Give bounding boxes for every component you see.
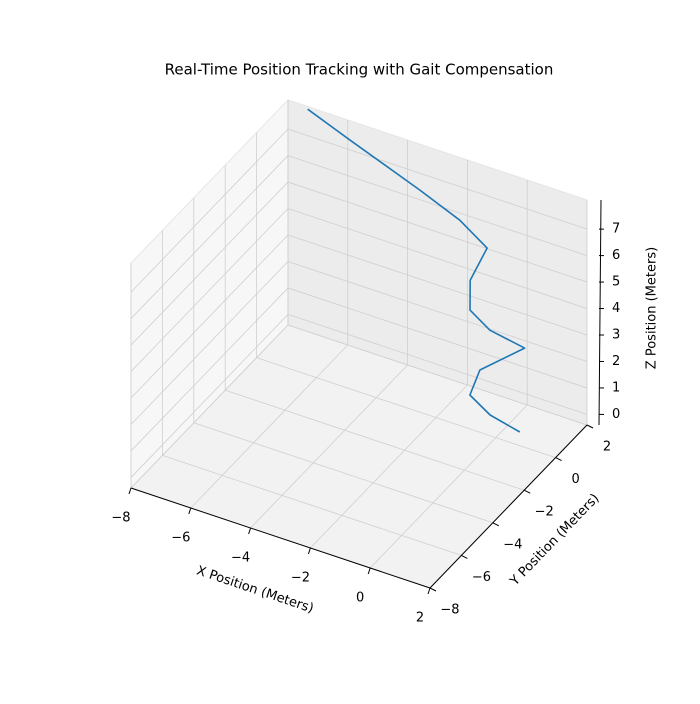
tick-mark bbox=[555, 457, 562, 462]
z-tick-label: 0 bbox=[612, 407, 620, 422]
grid-line bbox=[287, 261, 588, 362]
trajectory-line bbox=[307, 108, 526, 433]
z-tick-label: 5 bbox=[612, 275, 620, 290]
grid-line bbox=[130, 234, 289, 399]
tick-mark bbox=[128, 487, 132, 495]
tick-mark bbox=[586, 424, 594, 429]
grid-line bbox=[130, 155, 289, 319]
grid-line bbox=[256, 357, 556, 458]
z-axis-label: Z Position (Meters) bbox=[645, 247, 660, 369]
grid-line bbox=[310, 384, 468, 549]
grid-line bbox=[287, 314, 588, 415]
tick-mark bbox=[307, 547, 311, 555]
tick-mark bbox=[427, 587, 431, 595]
grid-line bbox=[130, 314, 289, 478]
grid-line bbox=[250, 364, 408, 529]
grid-line bbox=[287, 234, 588, 336]
tick-mark bbox=[429, 587, 437, 592]
y-tick-label: 2 bbox=[603, 440, 611, 455]
tick-mark bbox=[461, 554, 468, 559]
y-tick-label: −4 bbox=[503, 537, 522, 552]
grid-line bbox=[130, 287, 289, 452]
grid-line bbox=[130, 324, 289, 489]
y-tick-label: −8 bbox=[440, 603, 459, 618]
x-tick-label: 2 bbox=[416, 611, 424, 626]
z-tick-label: 3 bbox=[612, 328, 620, 343]
chart-title: Real-Time Position Tracking with Gait Co… bbox=[165, 61, 554, 79]
grid-line bbox=[287, 181, 588, 283]
x-tick-label: 0 bbox=[356, 591, 364, 606]
grid-line bbox=[193, 422, 493, 524]
grid bbox=[130, 100, 588, 589]
grid-line bbox=[287, 208, 588, 309]
panes bbox=[130, 98, 588, 589]
tick-mark bbox=[367, 567, 371, 575]
x-tick-label: −2 bbox=[291, 571, 310, 586]
grid-line bbox=[130, 261, 289, 425]
tick-mark bbox=[523, 489, 531, 494]
grid-line bbox=[130, 128, 289, 293]
grid-line bbox=[162, 455, 462, 556]
grid-line bbox=[287, 324, 588, 426]
x-tick-label: −8 bbox=[111, 511, 130, 526]
grid-line bbox=[130, 208, 289, 372]
grid-line bbox=[287, 128, 588, 230]
y-tick-label: −6 bbox=[472, 570, 491, 585]
z-tick-label: 2 bbox=[612, 354, 620, 369]
x-tick-label: −6 bbox=[171, 531, 190, 546]
y-axis-line bbox=[429, 424, 588, 589]
grid-line bbox=[225, 389, 525, 491]
grid-line bbox=[287, 287, 588, 389]
z-tick-label: 1 bbox=[612, 380, 620, 395]
x-axis-line bbox=[130, 487, 431, 589]
tick-mark bbox=[188, 507, 192, 515]
grid-line bbox=[130, 181, 289, 346]
z-axis-line bbox=[598, 199, 602, 426]
x-tick-label: −4 bbox=[231, 551, 250, 566]
grid-line bbox=[369, 404, 528, 569]
y-tick-label: −2 bbox=[535, 505, 554, 520]
z-tick-label: 7 bbox=[612, 222, 620, 237]
tick-mark bbox=[492, 522, 500, 527]
grid-line bbox=[190, 344, 349, 509]
axes: −8 −6 −4 −2 0 2 −8 −6 −4 −2 0 2 0 1 2 3 4 5 6 7 bbox=[111, 199, 620, 626]
plot bbox=[307, 108, 526, 433]
z-tick-label: 4 bbox=[612, 301, 620, 316]
tick-mark bbox=[248, 527, 252, 535]
grid-line bbox=[287, 155, 588, 256]
y-tick-label: 0 bbox=[571, 472, 579, 487]
z-tick-label: 6 bbox=[612, 248, 620, 263]
